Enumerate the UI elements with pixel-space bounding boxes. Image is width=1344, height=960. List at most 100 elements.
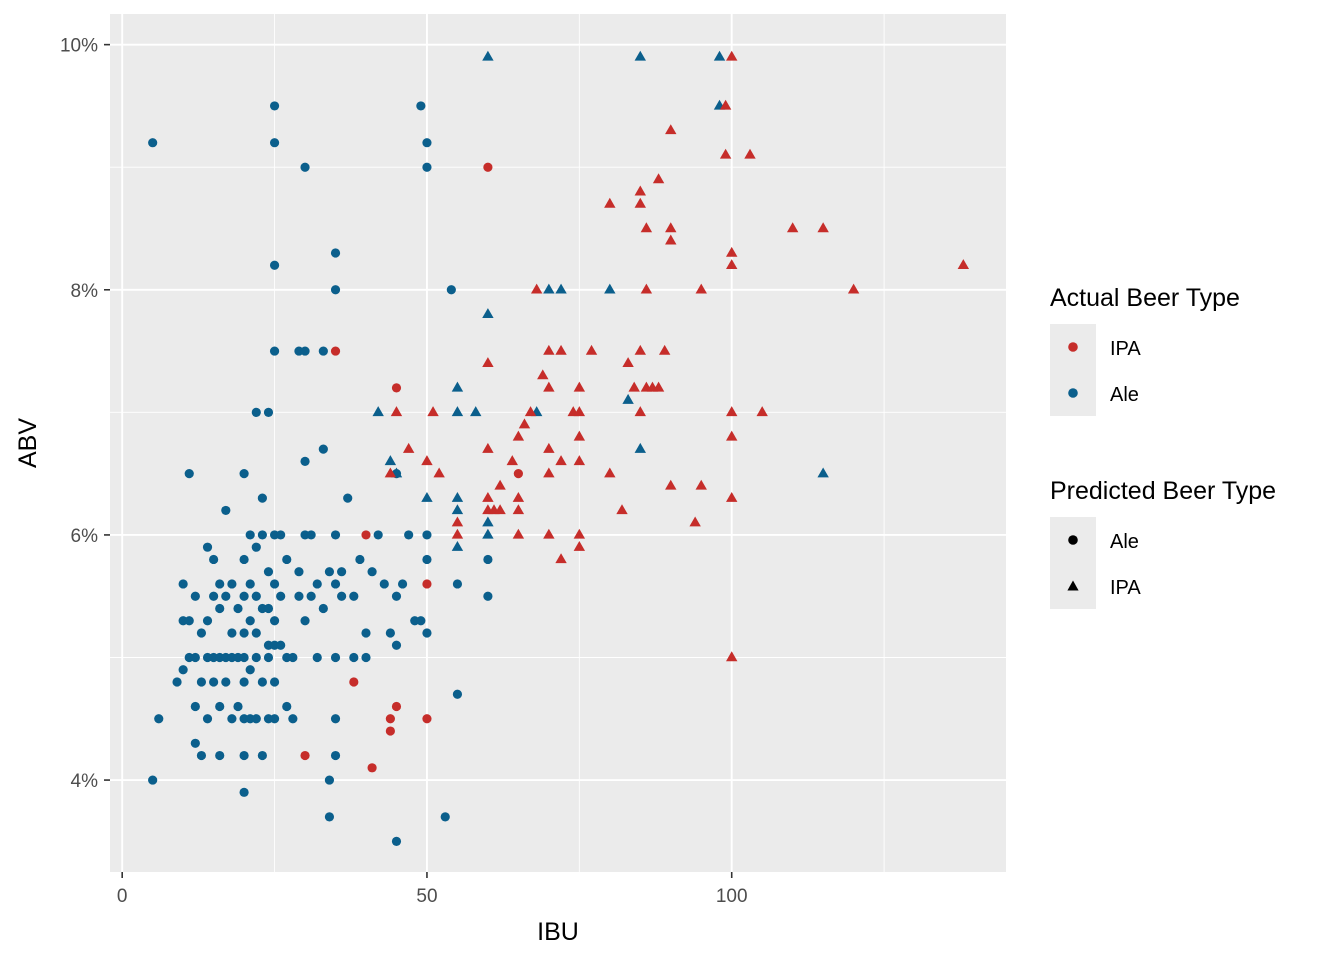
data-point-triangle: [421, 455, 433, 466]
data-point-triangle: [543, 344, 555, 355]
data-point-triangle: [555, 283, 567, 294]
data-point-circle: [215, 750, 225, 761]
data-point-triangle: [384, 455, 397, 466]
data-point-circle: [276, 530, 286, 540]
data-point-circle: [355, 554, 365, 565]
data-point-circle: [269, 138, 280, 148]
data-point-triangle: [573, 540, 586, 551]
data-point-triangle: [512, 504, 525, 515]
data-point-triangle: [482, 50, 494, 61]
data-point-circle: [349, 652, 359, 663]
data-point-triangle: [665, 479, 677, 490]
data-point-circle: [227, 714, 237, 724]
data-point-triangle: [402, 442, 415, 453]
data-point-circle: [422, 714, 432, 724]
data-point-circle: [385, 714, 395, 724]
data-point-circle: [221, 677, 231, 687]
data-point-circle: [318, 444, 328, 454]
data-point-triangle: [451, 516, 464, 527]
data-point-circle: [263, 407, 274, 417]
data-point-triangle: [482, 516, 494, 527]
data-point-circle: [312, 652, 322, 663]
data-point-triangle: [652, 173, 665, 184]
data-point-circle: [221, 591, 231, 601]
legend-key-triangle-shape: [1067, 580, 1079, 591]
data-point-triangle: [689, 516, 701, 527]
axis-ticks: [104, 43, 733, 878]
data-point-circle: [337, 567, 347, 577]
data-point-circle: [263, 652, 274, 663]
data-point-triangle: [726, 406, 738, 417]
data-point-circle: [245, 579, 255, 589]
data-point-circle: [221, 505, 231, 516]
data-point-circle: [361, 628, 371, 638]
legend-key-circle-shape: [1068, 535, 1078, 545]
data-point-circle: [337, 591, 347, 601]
data-point-circle: [257, 530, 267, 540]
data-point-circle: [330, 579, 341, 589]
data-point-circle: [257, 750, 267, 761]
data-point-circle: [215, 701, 225, 712]
data-point-circle: [269, 101, 280, 111]
data-point-triangle: [726, 430, 738, 441]
data-point-triangle: [573, 381, 586, 392]
data-point-triangle: [652, 381, 665, 392]
legend-label-ale: Ale: [1110, 384, 1139, 406]
data-point-circle: [276, 591, 286, 601]
data-point-circle: [251, 714, 261, 724]
data-point-circle: [178, 665, 188, 675]
data-point-circle: [330, 285, 341, 295]
data-point-triangle: [604, 467, 616, 478]
data-point-triangle: [482, 528, 494, 539]
x-tick-label: 50: [416, 886, 437, 907]
data-point-circle: [349, 677, 359, 687]
data-point-circle: [300, 616, 310, 626]
data-point-circle: [324, 567, 335, 577]
data-point-triangle: [726, 50, 738, 61]
data-point-circle: [300, 346, 310, 356]
data-point-circle: [391, 383, 402, 393]
data-point-circle: [148, 138, 158, 148]
data-point-circle: [190, 701, 200, 712]
data-point-triangle: [555, 455, 567, 466]
data-point-triangle: [634, 442, 646, 453]
y-axis-title: ABV: [14, 418, 42, 468]
data-point-circle: [239, 750, 249, 761]
data-point-triangle: [604, 197, 616, 208]
data-point-circle: [245, 616, 255, 626]
data-point-circle: [343, 493, 353, 503]
data-point-circle: [422, 579, 432, 589]
data-point-circle: [385, 726, 395, 736]
data-point-circle: [184, 616, 194, 626]
data-point-triangle: [634, 185, 646, 196]
data-point-circle: [294, 591, 304, 601]
data-point-circle: [269, 714, 280, 724]
data-point-triangle: [482, 357, 494, 368]
data-point-circle: [239, 628, 249, 638]
data-point-triangle: [524, 406, 537, 417]
data-point-circle: [440, 812, 450, 822]
data-point-triangle: [622, 393, 634, 404]
data-point-circle: [294, 567, 304, 577]
data-point-triangle: [726, 246, 738, 257]
y-tick-label: 4%: [71, 771, 99, 792]
data-point-circle: [227, 628, 237, 638]
data-point-circle: [422, 554, 432, 565]
data-point-circle: [154, 714, 164, 724]
data-point-circle: [251, 407, 261, 417]
data-point-circle: [282, 701, 292, 712]
data-point-circle: [397, 579, 408, 589]
data-point-circle: [416, 101, 426, 111]
data-point-triangle: [817, 467, 829, 478]
data-point-triangle: [482, 308, 494, 319]
legend-actual-title: Actual Beer Type: [1050, 284, 1240, 312]
data-point-circle: [391, 836, 402, 846]
data-point-triangle: [573, 455, 586, 466]
data-point-triangle: [634, 197, 646, 208]
data-point-circle: [330, 248, 341, 258]
data-point-circle: [416, 616, 426, 626]
data-point-triangle: [512, 430, 525, 441]
data-point-circle: [300, 162, 310, 172]
legend-predicted-title: Predicted Beer Type: [1050, 477, 1276, 505]
